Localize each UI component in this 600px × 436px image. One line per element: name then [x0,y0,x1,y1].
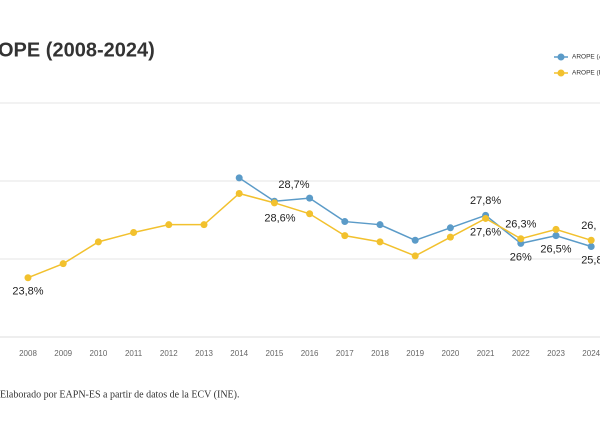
data-label: 25,8 [581,254,600,266]
chart-title: OPE (2008-2024) [0,39,155,61]
data-point [341,232,349,240]
source-note: Elaborado por EAPN-ES a partir de datos … [0,389,239,400]
data-point [200,221,208,229]
data-point [446,224,454,232]
x-tick-label: 2013 [195,349,213,358]
data-point [130,228,138,236]
data-point [235,174,243,182]
data-label: 27,6% [470,226,501,238]
data-label: 28,7% [278,179,309,191]
legend-label: AROPE (E [572,70,600,77]
data-label: 27,8% [470,195,501,207]
data-point [552,232,560,240]
data-point [376,238,384,246]
series-line [27,192,592,279]
data-label: 26, [581,220,596,232]
data-point [446,233,454,241]
x-tick-label: 2012 [160,349,178,358]
data-point [165,221,173,229]
x-tick-label: 2019 [406,349,424,358]
x-tick-label: 2008 [19,349,37,358]
data-point [411,252,419,260]
data-point [24,274,32,282]
x-tick-label: 2023 [547,349,565,358]
data-label: 26% [510,251,532,263]
data-point [59,260,67,268]
x-tick-label: 2015 [266,349,284,358]
data-label: 28,6% [264,213,295,225]
x-tick-label: 2016 [301,349,319,358]
data-point [306,210,314,218]
data-point [587,236,595,244]
x-tick-label: 2024 [582,349,600,358]
legend-label: AROPE (A [572,54,600,61]
data-label: 26,5% [540,244,571,256]
data-label: 23,8% [12,286,43,298]
x-tick-label: 2021 [477,349,495,358]
x-tick-label: 2014 [230,349,248,358]
data-label: 26,3% [505,219,536,231]
data-point [411,236,419,244]
data-point [306,194,314,202]
x-tick-label: 2010 [90,349,108,358]
x-tick-label: 2009 [54,349,72,358]
data-point [341,218,349,226]
x-tick-label: 2022 [512,349,530,358]
legend-marker [557,53,565,61]
data-point [517,235,525,243]
x-tick-label: 2020 [442,349,460,358]
data-point [376,221,384,229]
x-tick-label: 2017 [336,349,354,358]
data-point [235,189,243,197]
data-point [587,243,595,251]
data-point [552,225,560,233]
data-point [94,238,102,246]
data-point [482,214,490,222]
legend-marker [557,69,565,77]
data-point [270,199,278,207]
x-tick-label: 2018 [371,349,389,358]
x-tick-label: 2011 [125,349,143,358]
